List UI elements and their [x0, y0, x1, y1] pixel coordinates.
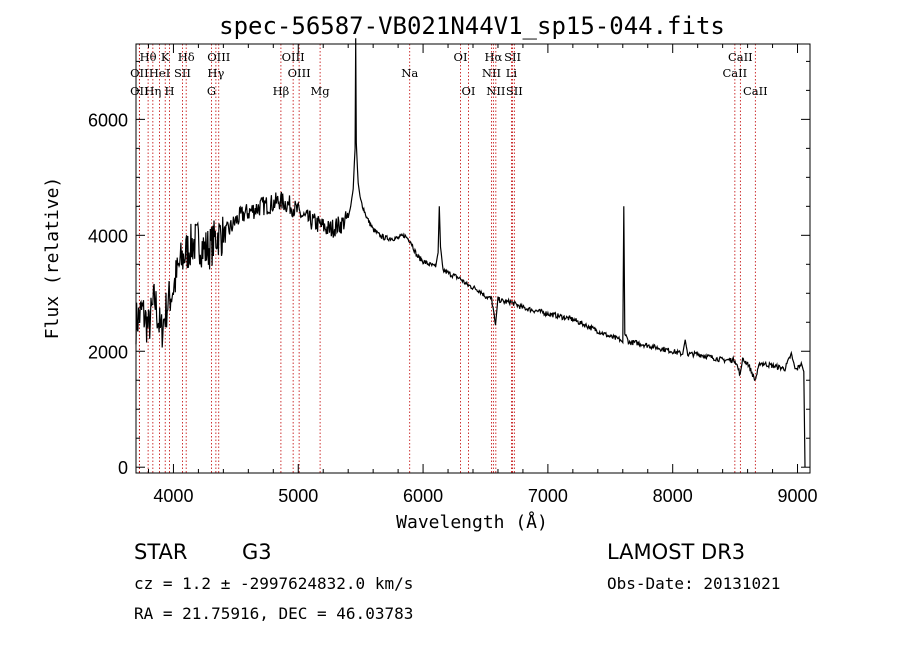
redshift-readout: cz = 1.2 ± -2997624832.0 km/s [134, 574, 413, 593]
x-tick-label-3: 7000 [528, 486, 568, 506]
line-label-27: CaII [743, 84, 768, 98]
survey-name: LAMOST DR3 [607, 540, 745, 564]
y-tick-label-0: 0 [118, 458, 128, 478]
line-label-15: Mg [311, 84, 331, 98]
line-label-9: OIII [207, 50, 230, 64]
x-tick-label-5: 9000 [777, 486, 817, 506]
line-label-24: SII [506, 84, 523, 98]
line-label-0: Hθ [140, 50, 157, 64]
line-label-18: OI [462, 84, 476, 98]
x-tick-label-0: 4000 [153, 486, 193, 506]
y-tick-label-3: 6000 [88, 110, 128, 130]
observation-date: Obs-Date: 20131021 [607, 574, 780, 593]
line-label-2: OII [130, 84, 149, 98]
y-tick-label-2: 4000 [88, 226, 128, 246]
line-label-8: Hδ [178, 50, 195, 64]
x-tick-label-4: 8000 [653, 486, 693, 506]
line-label-10: Hγ [207, 66, 224, 80]
line-label-14: Hβ [273, 84, 290, 98]
line-label-13: OIII [288, 66, 311, 80]
line-label-1: OII [130, 66, 149, 80]
spectrum-line [135, 38, 806, 468]
spectral-line-markers [138, 44, 756, 473]
object-class: STAR [134, 540, 187, 564]
object-subclass: G3 [242, 540, 272, 564]
y-axis-label: Flux (relative) [42, 177, 63, 340]
line-label-17: OI [454, 50, 468, 64]
line-label-22: SII [504, 50, 521, 64]
line-label-26: CaII [722, 66, 747, 80]
y-tick-label-1: 2000 [88, 342, 128, 362]
line-label-16: Na [401, 66, 418, 80]
line-label-23: Li [506, 66, 518, 80]
line-label-3: Hη [144, 84, 161, 98]
line-label-12: OIII [282, 50, 305, 64]
x-tick-label-1: 5000 [278, 486, 318, 506]
coordinates-readout: RA = 21.75916, DEC = 46.03783 [134, 604, 413, 623]
line-label-11: G [207, 84, 216, 98]
line-label-20: NII [482, 66, 501, 80]
x-tick-label-2: 6000 [403, 486, 443, 506]
line-label-5: K [161, 50, 170, 64]
line-label-25: CaII [728, 50, 753, 64]
chart-title: spec-56587-VB021N44V1_sp15-044.fits [219, 12, 725, 40]
line-label-6: H [165, 84, 175, 98]
line-label-4: HeI [149, 66, 170, 80]
x-axis-label: Wavelength (Å) [396, 511, 548, 533]
line-label-21: NII [486, 84, 505, 98]
plot-frame [135, 43, 811, 474]
axis-ticks: 4000 5000 6000 7000 8000 9000 0 2000 4000 6000 [88, 44, 818, 506]
line-label-7: SII [174, 66, 191, 80]
line-label-19: Hα [484, 50, 502, 64]
